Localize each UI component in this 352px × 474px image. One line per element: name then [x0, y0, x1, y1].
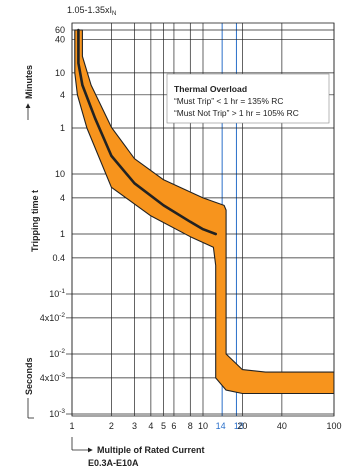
mean-trip-curve [77, 28, 217, 236]
x-axis-label-group: Multiple of Rated Current E0.3A-E10A [71, 437, 205, 468]
y-tick-label-sec-8: 10-3 [49, 408, 65, 419]
y-tick-label-min-1: 1 [60, 123, 65, 133]
legend-line-1: “Must Trip” < 1 hr = 135% RC [174, 96, 283, 106]
x-tick-label-3: 3 [132, 421, 137, 431]
y-tick-label-min-60: 60 [55, 25, 65, 35]
top-current-label-base: 1.05-1.35xI [67, 5, 112, 15]
y-tick-label-min-10: 10 [55, 68, 65, 78]
legend-box: Thermal Overload “Must Trip” < 1 hr = 13… [166, 73, 330, 124]
y-tick-label-sec-5: 4x10-2 [40, 312, 66, 323]
y-tick-label-sec-3: 0.4 [52, 253, 65, 263]
y-tick-label-sec-6: 10-2 [49, 348, 65, 359]
x-tick-label-8: 8 [188, 421, 193, 431]
y-tick-label-sec-1: 4 [60, 193, 65, 203]
top-current-label: 1.05-1.35xIN [67, 5, 116, 17]
top-current-label-sub: N [112, 11, 116, 17]
x-tick-label-5: 5 [161, 421, 166, 431]
x-tick-label-4: 4 [148, 421, 153, 431]
y-tick-label-sec-2: 1 [60, 229, 65, 239]
y-tick-label-sec-0: 10 [55, 169, 65, 179]
x-tick-label-10: 10 [198, 421, 208, 431]
y-tick-label-min-4: 4 [60, 90, 65, 100]
x-axis-label: Multiple of Rated Current [97, 445, 205, 455]
y-tick-label-sec-7: 4x10-3 [40, 372, 66, 383]
y-tick-label-sec-4: 10-1 [49, 288, 65, 299]
x-tick-label-1: 1 [69, 421, 74, 431]
seconds-axis-label: Seconds [24, 357, 34, 395]
y-tick-label-min-40: 40 [55, 35, 65, 45]
x-tick-label-18: 18 [234, 421, 244, 431]
minutes-axis-label: Minutes [24, 65, 34, 99]
x-tick-label-6: 6 [171, 421, 176, 431]
minutes-axis-label-group: Minutes [24, 65, 34, 120]
x-tick-label-20: 20 [237, 421, 247, 431]
legend-box-frame [166, 73, 330, 124]
seconds-axis-label-group: Seconds [24, 357, 34, 419]
x-tick-label-40: 40 [277, 421, 287, 431]
x-tick-label-14: 14 [216, 421, 226, 431]
x-tick-label-2: 2 [109, 421, 114, 431]
legend-line-2: “Must Not Trip” > 1 hr = 105% RC [174, 108, 299, 118]
legend-title: Thermal Overload [174, 84, 247, 94]
x-axis-sublabel: E0.3A-E10A [88, 458, 139, 468]
x-tick-label-100: 100 [326, 421, 341, 431]
tripping-band [74, 29, 334, 395]
plot-frame [71, 22, 335, 417]
y-axis-label: Tripping time t [30, 190, 40, 252]
